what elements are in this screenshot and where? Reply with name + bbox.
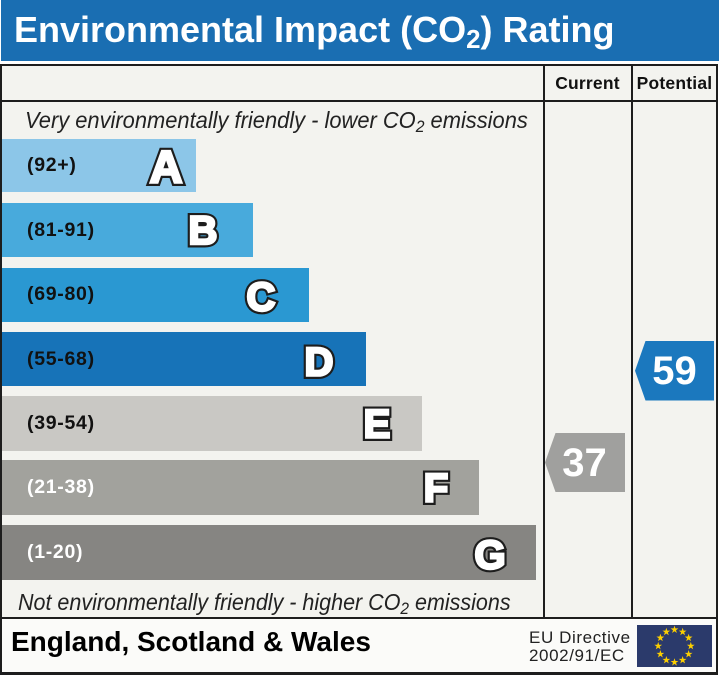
svg-text:B: B	[188, 209, 217, 253]
svg-text:A: A	[150, 141, 183, 192]
svg-text:D: D	[305, 340, 334, 384]
svg-text:A: A	[150, 141, 183, 192]
svg-text:C: C	[246, 275, 275, 319]
svg-text:F: F	[424, 467, 448, 511]
svg-text:G: G	[474, 533, 505, 577]
svg-text:F: F	[424, 467, 448, 511]
svg-text:E: E	[364, 402, 391, 446]
svg-text:G: G	[474, 533, 505, 577]
svg-text:D: D	[305, 340, 334, 384]
svg-text:E: E	[364, 402, 391, 446]
svg-text:B: B	[188, 209, 217, 253]
svg-text:C: C	[246, 275, 275, 319]
